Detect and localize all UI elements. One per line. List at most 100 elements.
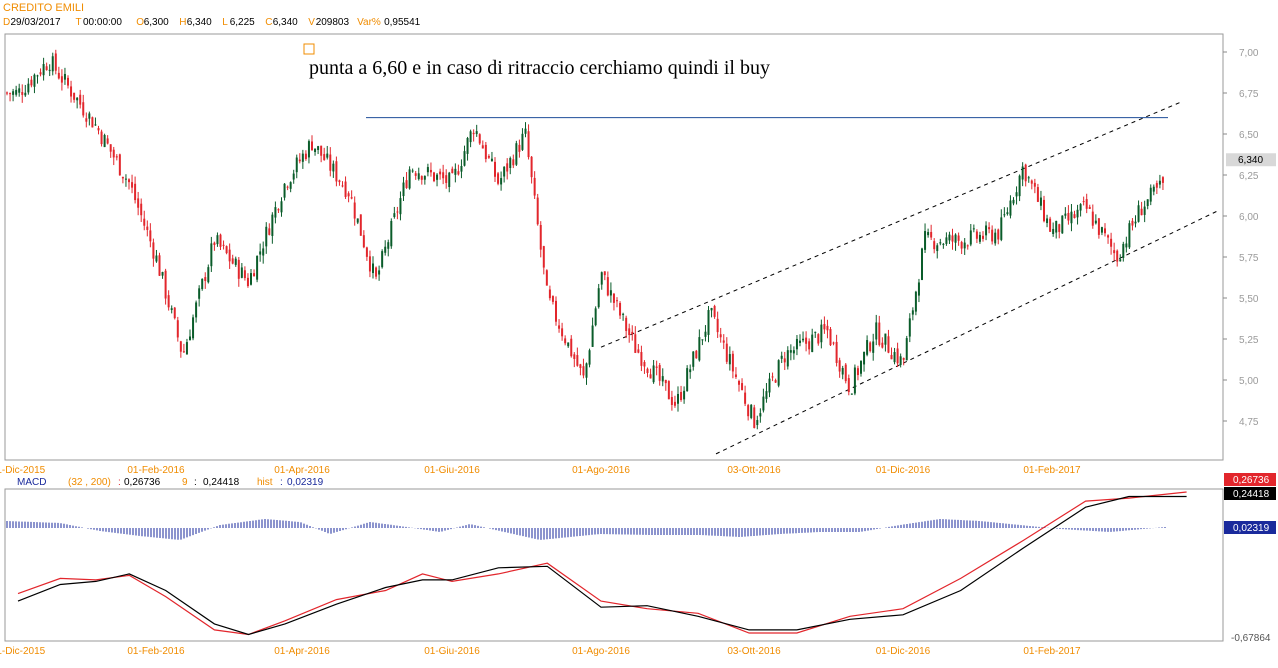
- candle-body: [747, 405, 750, 417]
- candle-body: [454, 168, 457, 175]
- x-tick-label: 03-Ott-2016: [727, 465, 781, 476]
- y-tick-label: 5,00: [1239, 376, 1259, 387]
- macd-line: [17, 491, 1187, 636]
- candle-body: [905, 338, 908, 361]
- candle-body: [542, 246, 545, 268]
- candle-body: [850, 393, 853, 395]
- candle-body: [1085, 199, 1088, 209]
- candle-body: [713, 305, 716, 317]
- quote-key: H: [179, 17, 186, 28]
- candle-body: [24, 92, 27, 96]
- candle-body: [594, 308, 597, 326]
- candle-body: [283, 183, 286, 198]
- candle-body: [908, 318, 911, 337]
- candle-body: [1079, 204, 1082, 211]
- candle-body: [182, 351, 185, 353]
- candle-body: [655, 366, 658, 368]
- candle-body: [658, 365, 661, 381]
- candle-body: [677, 393, 679, 404]
- candle-body: [6, 92, 8, 94]
- candle-body: [1107, 235, 1110, 238]
- candle-body: [161, 272, 164, 276]
- trend-lines: [366, 100, 1219, 455]
- candle-body: [76, 97, 79, 101]
- candle-body: [719, 334, 722, 338]
- candle-body: [609, 290, 612, 296]
- candle-body: [286, 186, 289, 188]
- quote-key: O: [136, 17, 144, 28]
- candle-body: [469, 131, 472, 143]
- candle-body: [701, 339, 704, 341]
- candle-body: [192, 317, 195, 339]
- candle-body: [616, 300, 618, 302]
- candle-body: [1067, 212, 1070, 221]
- candle-body: [323, 154, 326, 161]
- x-tick-label: 01-Dic-2016: [876, 465, 931, 476]
- candle-body: [1003, 214, 1006, 216]
- macd-params: (32 , 200): [68, 477, 111, 488]
- candle-body: [420, 176, 423, 180]
- candle-body: [481, 145, 484, 149]
- candle-body: [253, 273, 256, 277]
- candle-body: [408, 169, 411, 189]
- candle-body: [570, 338, 573, 357]
- candle-body: [225, 246, 228, 254]
- candle-body: [558, 325, 561, 329]
- candle-body: [948, 234, 951, 241]
- candle-body: [585, 363, 588, 378]
- candle-body: [490, 158, 493, 162]
- candle-body: [378, 270, 381, 275]
- candle-body: [1018, 175, 1021, 197]
- candle-body: [67, 77, 69, 86]
- candle-body: [73, 92, 76, 100]
- x-tick-label: 01-Ago-2016: [572, 646, 630, 657]
- candle-body: [795, 338, 798, 350]
- signal-label: 9: [182, 477, 188, 488]
- candle-body: [405, 180, 408, 188]
- candle-body: [359, 214, 362, 236]
- candle-body: [277, 209, 280, 211]
- candle-body: [91, 117, 94, 128]
- y-tick-label: 5,75: [1239, 253, 1259, 264]
- candle-body: [417, 173, 420, 180]
- candle-body: [414, 173, 417, 176]
- candle-body: [51, 56, 54, 72]
- candle-body: [817, 334, 820, 344]
- candle-body: [811, 334, 814, 353]
- y-tick-label: 7,00: [1239, 48, 1259, 59]
- candle-body: [292, 173, 295, 180]
- candle-body: [1061, 215, 1064, 234]
- candle-body: [902, 358, 905, 360]
- candle-body: [121, 176, 124, 179]
- candle-body: [530, 156, 533, 178]
- candle-body: [137, 198, 140, 208]
- macd-panel: [4, 488, 1224, 642]
- candle-body: [1155, 183, 1158, 188]
- candle-body: [222, 244, 225, 246]
- candle-body: [97, 128, 100, 131]
- macd-value-tag: [1224, 473, 1276, 486]
- quote-value: 6,300: [144, 17, 169, 28]
- macd-value-tags: 0,26736 0,24418 0,02319 -0,67864: [1224, 473, 1276, 644]
- candle-body: [1064, 213, 1067, 216]
- candle-body: [140, 203, 143, 216]
- candle-body: [548, 289, 551, 299]
- candle-body: [561, 328, 564, 337]
- candle-body: [914, 291, 917, 312]
- candle-body: [63, 73, 66, 80]
- candle-body: [216, 235, 219, 245]
- candle-body: [18, 88, 21, 93]
- candle-body: [814, 331, 817, 333]
- x-tick-label: 01-Giu-2016: [424, 465, 480, 476]
- candle-body: [1143, 206, 1146, 215]
- candle-body: [881, 342, 884, 348]
- candle-body: [722, 340, 725, 343]
- candle-body: [243, 270, 246, 279]
- candle-body: [1030, 180, 1033, 184]
- candle-body: [844, 364, 847, 382]
- candle-body: [985, 225, 988, 236]
- quote-value: 29/03/2017: [11, 17, 61, 28]
- candle-body: [457, 171, 460, 175]
- candle-body: [356, 218, 359, 223]
- candle-body: [134, 183, 137, 201]
